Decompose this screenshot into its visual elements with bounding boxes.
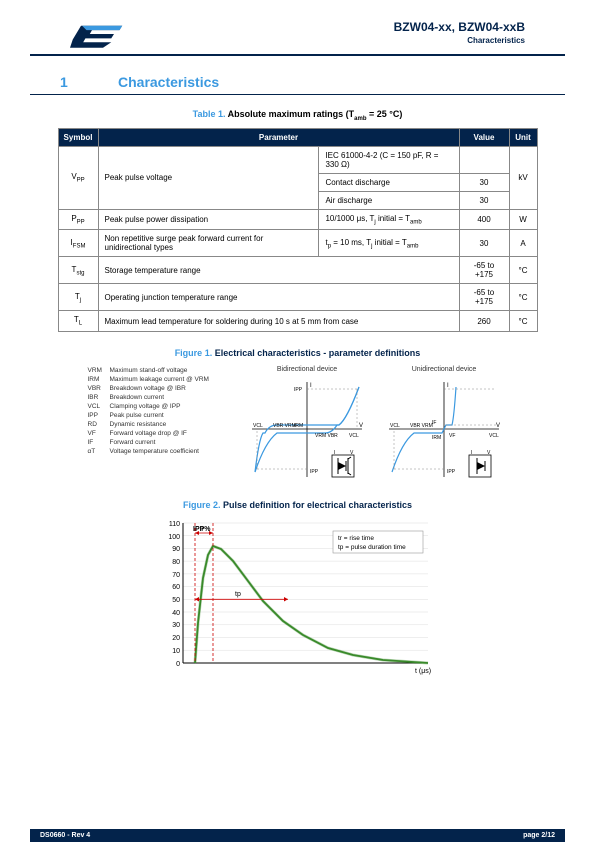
figure1-def-row: VFForward voltage drop @ IF: [88, 429, 238, 438]
figure1-definitions: VRMMaximum stand-off voltageIRMMaximum l…: [88, 366, 238, 484]
svg-text:t (μs): t (μs): [415, 668, 431, 675]
svg-text:110: 110: [168, 521, 179, 528]
svg-text:VCL: VCL: [489, 433, 499, 439]
section-title: Characteristics: [118, 74, 219, 90]
svg-text:80: 80: [172, 559, 180, 566]
figure1-unidir-chart-icon: I V VF IF VCL VBR VRM VCL IPP IRM: [384, 377, 504, 482]
svg-text:VBR VRM: VBR VRM: [273, 423, 296, 429]
figure1-unidir-title: Unidirectional device: [381, 366, 508, 373]
col-parameter: Parameter: [98, 128, 459, 146]
svg-text:VBR VRM: VBR VRM: [410, 423, 433, 429]
footer-pagenum: page 2/12: [523, 832, 555, 839]
svg-text:0: 0: [176, 661, 180, 668]
figure1-def-row: IFForward current: [88, 438, 238, 447]
table-absolute-max-ratings: Symbol Parameter Value Unit VPP Peak pul…: [58, 128, 538, 332]
col-value: Value: [459, 128, 509, 146]
svg-text:IPP: IPP: [447, 469, 456, 475]
figure1: VRMMaximum stand-off voltageIRMMaximum l…: [88, 366, 508, 484]
svg-text:VF: VF: [449, 433, 455, 439]
figure2-legend-tp: tp = pulse duration time: [338, 544, 406, 551]
page-footer: DS0660 - Rev 4 page 2/12: [30, 829, 565, 842]
table-row: Tstg Storage temperature range -65 to +1…: [58, 257, 537, 284]
svg-text:VRM VBR: VRM VBR: [315, 433, 338, 439]
col-symbol: Symbol: [58, 128, 98, 146]
svg-text:60: 60: [172, 584, 180, 591]
table-row: IFSM Non repetitive surge peak forward c…: [58, 230, 537, 257]
st-logo-icon: [70, 20, 125, 48]
svg-text:40: 40: [172, 610, 180, 617]
page-header: BZW04-xx, BZW04-xxB Characteristics: [30, 0, 565, 56]
svg-text:VCL: VCL: [390, 423, 400, 429]
figure1-def-row: IRMMaximum leakage current @ VRM: [88, 375, 238, 384]
table-row: PPP Peak pulse power dissipation 10/1000…: [58, 209, 537, 230]
col-unit: Unit: [509, 128, 537, 146]
svg-text:V: V: [359, 423, 363, 429]
figure1-def-row: RDDynamic resistance: [88, 420, 238, 429]
figure1-def-row: αTVoltage temperature coefficient: [88, 447, 238, 456]
table-header-row: Symbol Parameter Value Unit: [58, 128, 537, 146]
section-heading: 1 Characteristics: [30, 56, 565, 95]
section-number: 1: [60, 74, 118, 90]
table-row: Tj Operating junction temperature range …: [58, 284, 537, 311]
figure2-title: Figure 2. Pulse definition for electrica…: [0, 500, 595, 510]
header-subtitle: Characteristics: [394, 36, 525, 45]
svg-text:VCL: VCL: [253, 423, 263, 429]
svg-text:tr: tr: [200, 527, 204, 533]
svg-text:I: I: [310, 383, 312, 389]
figure1-bidir-title: Bidirectional device: [244, 366, 371, 373]
svg-text:50: 50: [172, 597, 180, 604]
table-row: TL Maximum lead temperature for solderin…: [58, 311, 537, 332]
svg-text:IPP: IPP: [294, 387, 303, 393]
footer-docid: DS0660 - Rev 4: [40, 832, 90, 839]
figure2-legend-tr: tr = rise time: [338, 535, 374, 542]
figure1-def-row: VBRBreakdown voltage @ IBR: [88, 384, 238, 393]
figure1-def-row: IBRBreakdown current: [88, 393, 238, 402]
svg-text:100: 100: [168, 534, 180, 541]
figure2-pulse-chart-icon: 01020 304050 607080 90100110 IPP% t (μs)…: [163, 518, 433, 678]
figure2: 01020 304050 607080 90100110 IPP% t (μs)…: [163, 518, 433, 680]
svg-text:30: 30: [172, 622, 180, 629]
svg-text:10: 10: [172, 648, 180, 655]
figure1-title: Figure 1. Electrical characteristics - p…: [0, 348, 595, 358]
svg-text:IRM: IRM: [432, 435, 441, 441]
svg-text:20: 20: [172, 635, 180, 642]
table1-title: Table 1. Absolute maximum ratings (Tamb …: [0, 109, 595, 122]
svg-text:tp: tp: [235, 591, 241, 598]
figure1-def-row: IPPPeak pulse current: [88, 411, 238, 420]
part-number: BZW04-xx, BZW04-xxB: [394, 20, 525, 34]
figure1-def-row: VRMMaximum stand-off voltage: [88, 366, 238, 375]
figure1-bidir-chart-icon: I V IPP IRM VRM VBR VCL VCL VBR VRM IPP: [247, 377, 367, 482]
svg-text:IPP: IPP: [310, 469, 319, 475]
table-row: VPP Peak pulse voltage IEC 61000-4-2 (C …: [58, 146, 537, 173]
svg-text:70: 70: [172, 572, 180, 579]
svg-text:90: 90: [172, 546, 180, 553]
figure1-def-row: VCLClamping voltage @ IPP: [88, 402, 238, 411]
svg-text:I: I: [334, 450, 335, 456]
svg-text:I: I: [471, 450, 472, 456]
svg-text:VCL: VCL: [349, 433, 359, 439]
svg-text:I: I: [447, 383, 449, 389]
svg-text:V: V: [496, 423, 500, 429]
